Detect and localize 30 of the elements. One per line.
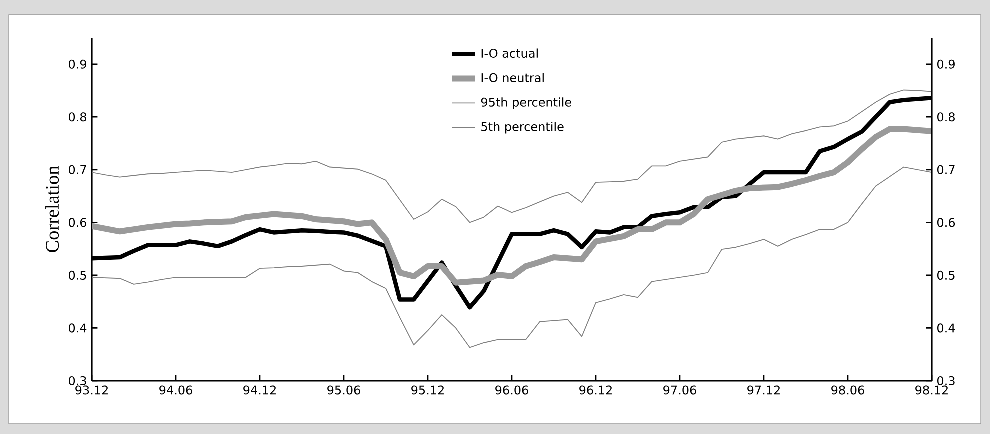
x-tick-label: 93.12 [76,386,108,395]
legend-label: 5th percentile [482,122,564,134]
x-tick-label: 96.12 [580,386,612,395]
y-tick-label: 0.7 [69,165,86,174]
x-tick-label: 97.12 [748,386,780,395]
y2-tick-label: 0.6 [938,218,956,228]
y-tick-label: 0.4 [69,324,87,333]
y2-tick-label: 0.4 [938,324,956,333]
x-tick-label: 98.06 [832,386,864,395]
legend-label: I-O actual [482,48,538,58]
y-tick-label: 0.3 [69,376,86,386]
x-tick-label: 94.06 [160,386,192,395]
x-tick-label: 96.06 [496,386,528,395]
y-tick-label: 0.8 [69,112,86,122]
legend-label: 95th percentile [481,98,572,110]
y2-tick-label: 0.9 [938,60,955,69]
y2-tick-label: 0.3 [938,376,955,386]
x-tick-label: 97.06 [664,386,696,395]
x-tick-label: 95.12 [412,386,444,395]
legend-label: I-O neutral [482,73,544,82]
y-axis-title: Correlation [46,166,60,252]
x-tick-label: 98.12 [916,386,948,395]
y2-tick-label: 0.7 [938,165,955,174]
x-tick-label: 95.06 [328,386,360,395]
y2-tick-label: 0.8 [938,112,955,122]
x-tick-label: 94.12 [244,386,276,395]
y-tick-label: 0.6 [69,218,87,228]
y2-tick-label: 0.5 [938,270,955,280]
y-tick-label: 0.9 [69,60,86,69]
y-tick-label: 0.5 [69,270,86,280]
